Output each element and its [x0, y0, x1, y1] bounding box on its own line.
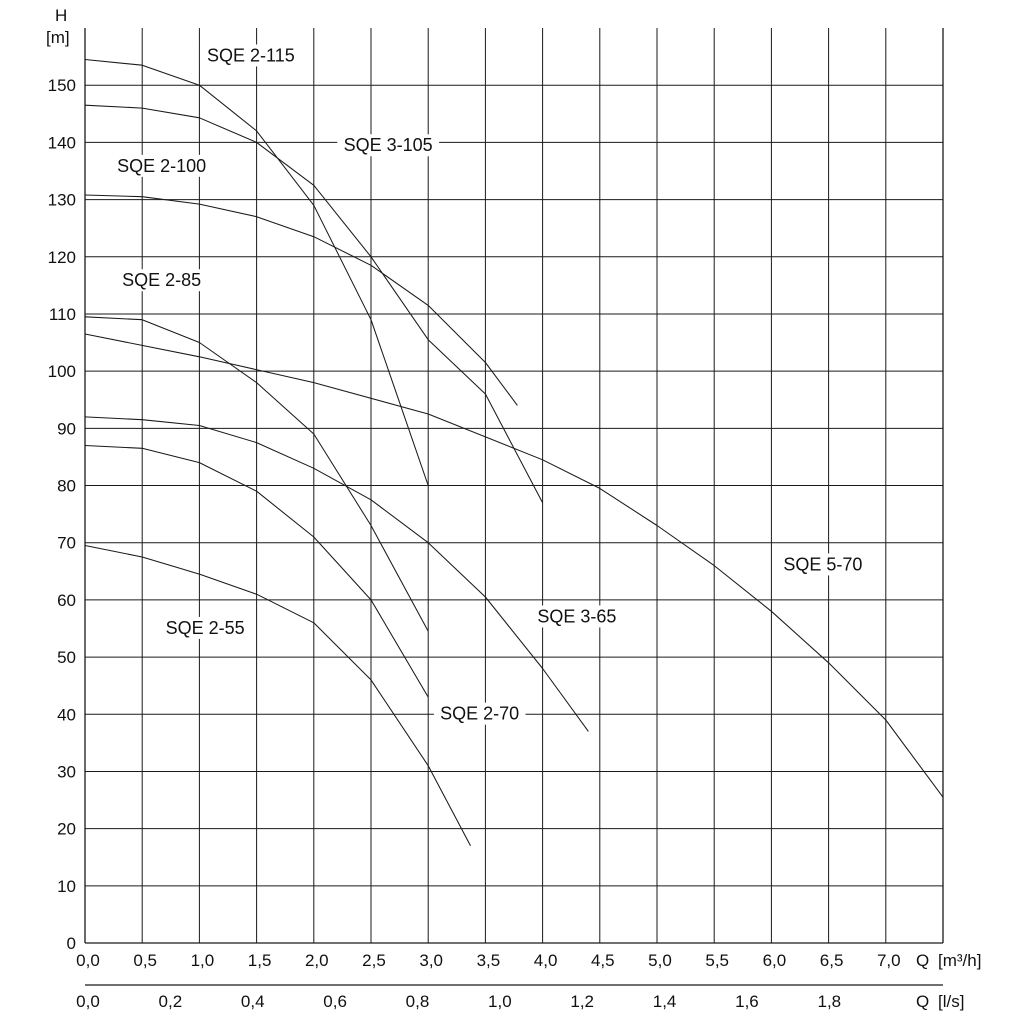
- series-label: SQE 3-65: [537, 606, 616, 626]
- x-tick-label: 4,5: [591, 951, 615, 970]
- y-tick-label: 120: [48, 248, 76, 267]
- series-line-sqe-2-85: [84, 316, 429, 632]
- curve-layer: [84, 58, 944, 847]
- y-tick-label: 90: [57, 419, 76, 438]
- x2-tick-label: 0,6: [323, 992, 347, 1011]
- x2-tick-label: 0,8: [406, 992, 430, 1011]
- series-label-layer: SQE 2-115 SQE 2-100 SQE 3-105 SQE 2-85 SQE 5…: [110, 44, 869, 725]
- series-line-sqe-3-65: [84, 416, 589, 732]
- axis-layer: H [m] Q [m³/h] Q [l/s] 0 10 20 30 40 50 60 70 80…: [46, 6, 981, 1011]
- series-label: SQE 5-70: [783, 554, 862, 574]
- series-label-background: [159, 616, 251, 639]
- x2-axis-title: Q: [916, 992, 929, 1011]
- series-label: SQE 2-55: [166, 618, 245, 638]
- x-tick-label: 4,0: [534, 951, 558, 970]
- y-axis-unit: [m]: [46, 28, 70, 47]
- y-tick-label: 40: [57, 705, 76, 724]
- y-tick-label: 80: [57, 477, 76, 496]
- grid-layer: [84, 28, 944, 986]
- y-tick-label: 150: [48, 76, 76, 95]
- series-label-background: [337, 134, 440, 157]
- series-line-sqe-2-70: [84, 444, 429, 698]
- series-label: SQE 3-105: [344, 135, 433, 155]
- y-tick-label: 10: [57, 877, 76, 896]
- series-line-sqe-5-70: [84, 333, 944, 798]
- x2-tick-label: 1,0: [488, 992, 512, 1011]
- x-tick-label: 6,5: [820, 951, 844, 970]
- y-axis-title: H: [55, 6, 67, 25]
- series-label: SQE 2-70: [440, 704, 519, 724]
- y-tick-label: 70: [57, 534, 76, 553]
- y-tick-label: 110: [49, 305, 76, 324]
- x-tick-label: 6,0: [763, 951, 787, 970]
- series-line-sqe-3-105: [84, 194, 518, 406]
- y-tick-label: 0: [67, 934, 76, 953]
- x-tick-label: 0,0: [76, 951, 100, 970]
- series-label-background: [433, 702, 526, 725]
- series-label-background: [199, 44, 302, 67]
- x-tick-label: 1,5: [248, 951, 272, 970]
- series-line-sqe-2-55: [84, 544, 471, 847]
- x2-tick-label: 0,2: [159, 992, 183, 1011]
- x-tick-label: 0,5: [133, 951, 157, 970]
- x2-tick-label: 1,8: [817, 992, 841, 1011]
- y-tick-label: 30: [57, 762, 76, 781]
- x-tick-label: 2,5: [362, 951, 386, 970]
- series-label-background: [115, 269, 208, 292]
- x-tick-label: 5,0: [648, 951, 672, 970]
- x-tick-label: 1,0: [191, 951, 215, 970]
- series-line-sqe-2-115: [84, 58, 429, 486]
- x2-tick-label: 0,4: [241, 992, 265, 1011]
- x-tick-label: 3,5: [477, 951, 501, 970]
- y-tick-label: 130: [48, 191, 76, 210]
- series-label-background: [531, 605, 623, 628]
- y-tick-label: 60: [57, 591, 76, 610]
- series-label-background: [777, 553, 869, 576]
- x-tick-label: 3,0: [419, 951, 443, 970]
- x2-tick-label: 1,6: [735, 992, 759, 1011]
- x2-tick-label: 1,2: [570, 992, 594, 1011]
- y-tick-label: 100: [48, 362, 76, 381]
- series-label: SQE 2-100: [117, 156, 206, 176]
- x2-tick-label: 0,0: [76, 992, 100, 1011]
- x-tick-label: 5,5: [705, 951, 729, 970]
- x2-axis-unit: [l/s]: [938, 992, 964, 1011]
- series-label: SQE 2-85: [122, 270, 201, 290]
- x2-tick-label: 1,4: [653, 992, 677, 1011]
- x-tick-label: 7,0: [877, 951, 901, 970]
- y-tick-label: 20: [57, 820, 76, 839]
- x-axis-title: Q: [916, 951, 929, 970]
- x-axis-unit: [m³/h]: [938, 951, 981, 970]
- x-tick-label: 2,0: [305, 951, 329, 970]
- series-line-sqe-2-100: [84, 104, 544, 503]
- series-label: SQE 2-115: [207, 45, 295, 65]
- y-tick-label: 50: [57, 648, 76, 667]
- y-tick-label: 140: [48, 133, 76, 152]
- series-label-background: [110, 154, 213, 177]
